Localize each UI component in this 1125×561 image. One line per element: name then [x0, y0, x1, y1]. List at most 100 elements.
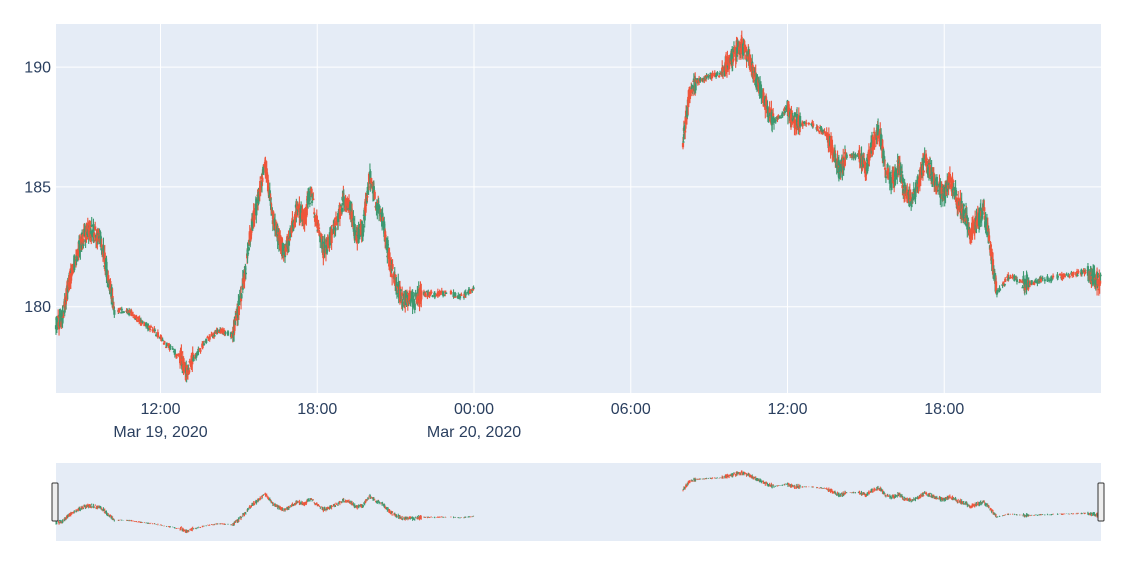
candle-body-increasing: [187, 368, 190, 370]
candle-body-decreasing: [313, 217, 317, 222]
candle-body-increasing: [791, 117, 794, 121]
candle-body-decreasing: [71, 264, 74, 275]
candle-body-decreasing: [818, 130, 821, 133]
candle-body-decreasing: [925, 158, 928, 160]
x-tick-label: 18:00: [924, 401, 964, 418]
candle-body-increasing: [820, 127, 823, 131]
candle-body-decreasing: [463, 293, 466, 297]
candle-body-decreasing: [951, 179, 954, 191]
candle-body-increasing: [111, 302, 115, 305]
candle-body-increasing: [73, 255, 76, 271]
candle-body-increasing: [914, 188, 917, 198]
candle-body-increasing: [113, 310, 116, 315]
candle-body-decreasing: [440, 290, 443, 294]
candle-body-decreasing: [772, 113, 775, 117]
candle-body-increasing: [707, 75, 710, 78]
candle-body-decreasing: [933, 174, 936, 186]
candle-body-decreasing: [901, 185, 904, 189]
candle-body-increasing: [413, 303, 416, 310]
candle-body-decreasing: [210, 333, 213, 337]
candle-body-increasing: [839, 163, 842, 169]
candle-body-decreasing: [744, 46, 747, 52]
candle-body-decreasing: [191, 352, 194, 356]
rangeslider-right-handle[interactable]: [1097, 482, 1105, 522]
candle-body-increasing: [955, 194, 958, 196]
candle-body-decreasing: [690, 89, 693, 94]
candle-body-decreasing: [57, 327, 61, 330]
candle-body-decreasing: [272, 211, 275, 224]
candle-body-increasing: [759, 84, 763, 90]
x-tick-label: 06:00: [611, 401, 651, 418]
candle-body-increasing: [967, 222, 970, 232]
candle-body-increasing: [699, 78, 702, 81]
candle-body-increasing: [372, 186, 375, 194]
candle-body-decreasing: [293, 223, 296, 225]
candle-body-decreasing: [733, 48, 736, 50]
rangeslider-left-handle[interactable]: [51, 482, 59, 522]
candle-body-decreasing: [1033, 281, 1036, 285]
candle-body-decreasing: [1002, 281, 1005, 285]
candle-body-decreasing: [338, 208, 341, 219]
candle-body-increasing: [876, 125, 880, 136]
candle-body-increasing: [696, 78, 699, 80]
candle-body-increasing: [900, 171, 904, 173]
candle-body-increasing: [334, 227, 337, 231]
candle-body-increasing: [427, 291, 430, 297]
candle-body-increasing: [352, 218, 355, 221]
candle-body-decreasing: [136, 320, 139, 323]
candle-body-decreasing: [453, 296, 456, 298]
candle-body-increasing: [686, 105, 689, 117]
candle-body-decreasing: [107, 275, 110, 281]
candle-body-decreasing: [183, 365, 186, 371]
candle-body-decreasing: [94, 226, 97, 230]
rangeslider-background[interactable]: [56, 463, 1101, 541]
candle-body-decreasing: [1058, 273, 1062, 276]
candle-body-decreasing: [681, 142, 685, 148]
candle-body-increasing: [966, 217, 969, 222]
candle-body-increasing: [996, 290, 999, 293]
candle-body-increasing: [442, 294, 446, 297]
candle-body-decreasing: [270, 209, 273, 211]
candle-body-increasing: [340, 207, 344, 212]
candle-body-decreasing: [128, 310, 131, 313]
candle-body-increasing: [904, 187, 908, 193]
y-tick-label: 185: [24, 179, 51, 196]
candle-body-decreasing: [922, 170, 925, 173]
candle-body-decreasing: [886, 168, 890, 176]
candle-body-decreasing: [233, 319, 236, 331]
candle-body-increasing: [134, 318, 137, 320]
candle-body-decreasing: [180, 351, 183, 354]
candle-body-decreasing: [954, 197, 958, 202]
candle-body-increasing: [701, 79, 705, 82]
candle-body-decreasing: [93, 232, 96, 238]
candle-body-increasing: [84, 230, 87, 232]
candle-body-decreasing: [77, 249, 80, 257]
candle-body-increasing: [452, 295, 456, 298]
candle-body-decreasing: [975, 220, 979, 227]
candle-body-increasing: [902, 189, 905, 194]
candle-body-increasing: [726, 65, 729, 68]
candle-body-increasing: [714, 75, 718, 78]
candle-body-increasing: [399, 289, 402, 291]
candle-body-decreasing: [407, 293, 410, 295]
candle-body-increasing: [716, 72, 719, 75]
candle-body-decreasing: [1061, 276, 1064, 278]
candle-body-decreasing: [718, 75, 721, 77]
candle-body-decreasing: [261, 177, 264, 182]
candle-body-increasing: [886, 164, 889, 170]
candle-body-increasing: [366, 186, 369, 195]
candle-body-increasing: [307, 191, 311, 198]
y-tick-label: 190: [24, 60, 51, 77]
candle-body-decreasing: [430, 291, 433, 294]
x-tick-date-label: Mar 20, 2020: [427, 424, 521, 441]
candle-body-decreasing: [253, 216, 256, 220]
candle-body-increasing: [1065, 274, 1068, 276]
candle-body-decreasing: [765, 104, 768, 107]
candle-body-increasing: [462, 296, 466, 298]
candle-body-decreasing: [312, 198, 315, 201]
candle-body-decreasing: [1052, 275, 1055, 278]
candle-body-decreasing: [81, 238, 84, 246]
candle-body-increasing: [718, 73, 722, 75]
candle-body-decreasing: [367, 173, 371, 184]
candle-body-increasing: [362, 226, 365, 233]
